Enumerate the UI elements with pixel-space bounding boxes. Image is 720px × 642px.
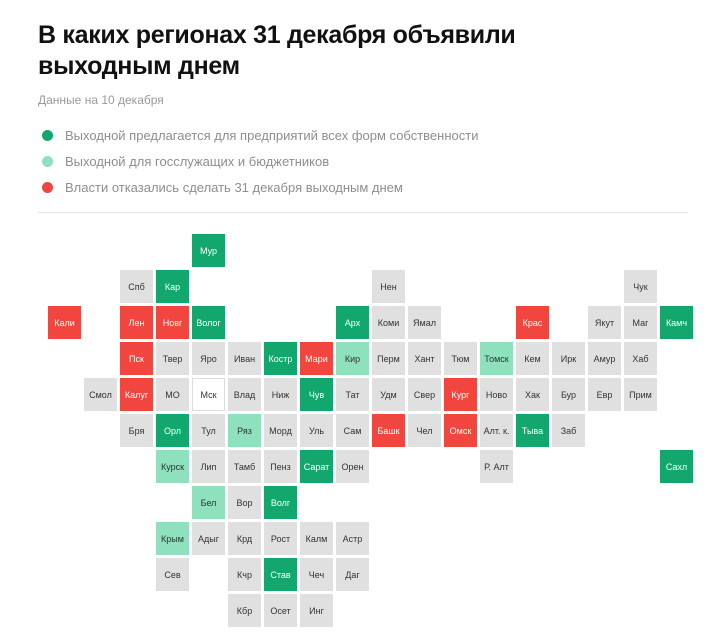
divider: [38, 212, 688, 213]
region-tile: Томск: [480, 342, 513, 375]
region-tile: Камч: [660, 306, 693, 339]
region-tile: Вор: [228, 486, 261, 519]
region-tile: Тыва: [516, 414, 549, 447]
region-tile: Удм: [372, 378, 405, 411]
region-tile: Рост: [264, 522, 297, 555]
region-tile: Ново: [480, 378, 513, 411]
region-tile: Крд: [228, 522, 261, 555]
region-tile: Сев: [156, 558, 189, 591]
region-tile: Тул: [192, 414, 225, 447]
region-tile: Ирк: [552, 342, 585, 375]
region-tile: Ряз: [228, 414, 261, 447]
region-tile: Влад: [228, 378, 261, 411]
region-tile: Нен: [372, 270, 405, 303]
region-tile: Алт. к.: [480, 414, 513, 447]
region-tile: Крым: [156, 522, 189, 555]
region-tile: Кар: [156, 270, 189, 303]
region-tile: Пенз: [264, 450, 297, 483]
region-tile: Бур: [552, 378, 585, 411]
region-tile: Заб: [552, 414, 585, 447]
region-tile: Хант: [408, 342, 441, 375]
region-tile: Мск: [192, 378, 225, 411]
region-tile: Орл: [156, 414, 189, 447]
region-tile: Твер: [156, 342, 189, 375]
region-tile: Став: [264, 558, 297, 591]
region-tile: Астр: [336, 522, 369, 555]
region-tile: Сам: [336, 414, 369, 447]
region-tile: Яро: [192, 342, 225, 375]
region-tile: Хаб: [624, 342, 657, 375]
region-tile: Р. Алт: [480, 450, 513, 483]
region-tile: Калуг: [120, 378, 153, 411]
region-tile: Кали: [48, 306, 81, 339]
region-tile: Осет: [264, 594, 297, 627]
region-tile: Мари: [300, 342, 333, 375]
region-tile: Орен: [336, 450, 369, 483]
region-tile: Новг: [156, 306, 189, 339]
region-tile: Иван: [228, 342, 261, 375]
region-tile: Тат: [336, 378, 369, 411]
legend-item-refused: Власти отказались сделать 31 декабря вых…: [42, 174, 478, 200]
region-tile: Кем: [516, 342, 549, 375]
region-tile: Амур: [588, 342, 621, 375]
region-tile: Волог: [192, 306, 225, 339]
region-tile: Ямал: [408, 306, 441, 339]
region-tile: Уль: [300, 414, 333, 447]
legend-dot-light-green: [42, 155, 53, 167]
legend-label: Выходной для госслужащих и бюджетников: [65, 153, 330, 169]
region-tile: Калм: [300, 522, 333, 555]
region-tile: Чув: [300, 378, 333, 411]
region-tile: МО: [156, 378, 189, 411]
page-title: В каких регионах 31 декабря объявили вых…: [38, 21, 516, 80]
region-tile: Чеч: [300, 558, 333, 591]
region-tile: Мур: [192, 234, 225, 267]
legend-label: Власти отказались сделать 31 декабря вых…: [65, 179, 403, 195]
region-tile: Костр: [264, 342, 297, 375]
legend-item-all-enterprises: Выходной предлагается для предприятий вс…: [42, 122, 478, 148]
legend-dot-red: [42, 181, 53, 193]
region-tile: Чел: [408, 414, 441, 447]
region-tile: Ниж: [264, 378, 297, 411]
region-tile: Инг: [300, 594, 333, 627]
region-tile: Башк: [372, 414, 405, 447]
region-tile: Кург: [444, 378, 477, 411]
legend-label: Выходной предлагается для предприятий вс…: [65, 127, 479, 143]
region-tile: Сахл: [660, 450, 693, 483]
region-tile: Волг: [264, 486, 297, 519]
region-tile: Евр: [588, 378, 621, 411]
legend-dot-dark-green: [42, 129, 53, 141]
region-tile: Курск: [156, 450, 189, 483]
legend: Выходной предлагается для предприятий вс…: [42, 122, 478, 200]
region-tile: Тюм: [444, 342, 477, 375]
region-tile: Бел: [192, 486, 225, 519]
region-tile: Даг: [336, 558, 369, 591]
region-tile: Смол: [84, 378, 117, 411]
region-tile: Спб: [120, 270, 153, 303]
region-tile: Сарат: [300, 450, 333, 483]
region-tile: Маг: [624, 306, 657, 339]
region-tile: Арх: [336, 306, 369, 339]
region-tile: Бря: [120, 414, 153, 447]
region-tile: Кбр: [228, 594, 261, 627]
region-tile: Коми: [372, 306, 405, 339]
region-tile: Тамб: [228, 450, 261, 483]
legend-item-civil-servants: Выходной для госслужащих и бюджетников: [42, 148, 478, 174]
data-date-note: Данные на 10 декабря: [38, 93, 164, 107]
region-tile: Якут: [588, 306, 621, 339]
region-tile: Морд: [264, 414, 297, 447]
region-tile: Лен: [120, 306, 153, 339]
region-tile: Перм: [372, 342, 405, 375]
region-tile: Прим: [624, 378, 657, 411]
region-tile: Кир: [336, 342, 369, 375]
region-tile: Пск: [120, 342, 153, 375]
region-tile: Крас: [516, 306, 549, 339]
region-tile: Омск: [444, 414, 477, 447]
region-tile: Свер: [408, 378, 441, 411]
region-tile: Лип: [192, 450, 225, 483]
region-tile: Хак: [516, 378, 549, 411]
region-tile: Чук: [624, 270, 657, 303]
region-tile: Адыг: [192, 522, 225, 555]
region-tile: Кчр: [228, 558, 261, 591]
